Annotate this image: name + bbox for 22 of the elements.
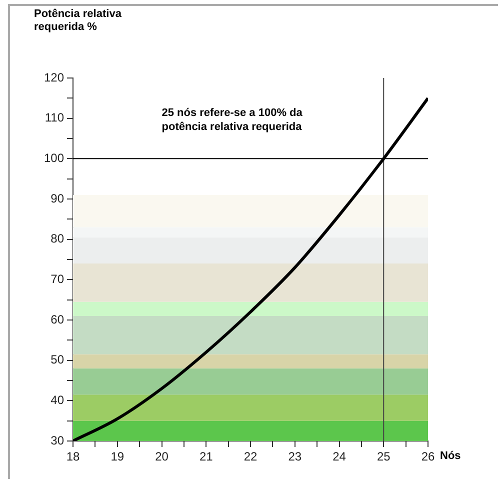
x-tick-label: 22	[244, 450, 258, 464]
x-tick-label: 23	[288, 450, 302, 464]
y-tick-label: 60	[50, 312, 64, 326]
y-tick-label: 70	[50, 272, 64, 286]
y-axis-title: Potência relativa requerida %	[34, 8, 122, 34]
annotation: 25 nós refere-se a 100% da potência relativa requerida	[162, 107, 304, 134]
x-axis-title: Nós	[440, 450, 461, 462]
x-tick-label: 21	[199, 450, 214, 464]
x-tick-label: 20	[155, 450, 169, 464]
y-tick-label: 100	[44, 150, 64, 165]
x-tick-label: 24	[332, 450, 346, 464]
y-tick-label: 50	[50, 352, 64, 367]
x-tick-label: 26	[421, 450, 435, 464]
x-tick-label: 18	[66, 450, 80, 464]
y-tick-label: 40	[50, 392, 64, 407]
y-tick-label: 110	[44, 110, 64, 125]
y-tick-label: 80	[50, 232, 64, 246]
y-tick-label: 120	[44, 70, 64, 84]
x-tick-label: 19	[110, 450, 124, 464]
y-tick-label: 90	[50, 191, 64, 206]
y-tick-label: 30	[50, 433, 64, 448]
x-tick-label: 25	[376, 450, 391, 464]
